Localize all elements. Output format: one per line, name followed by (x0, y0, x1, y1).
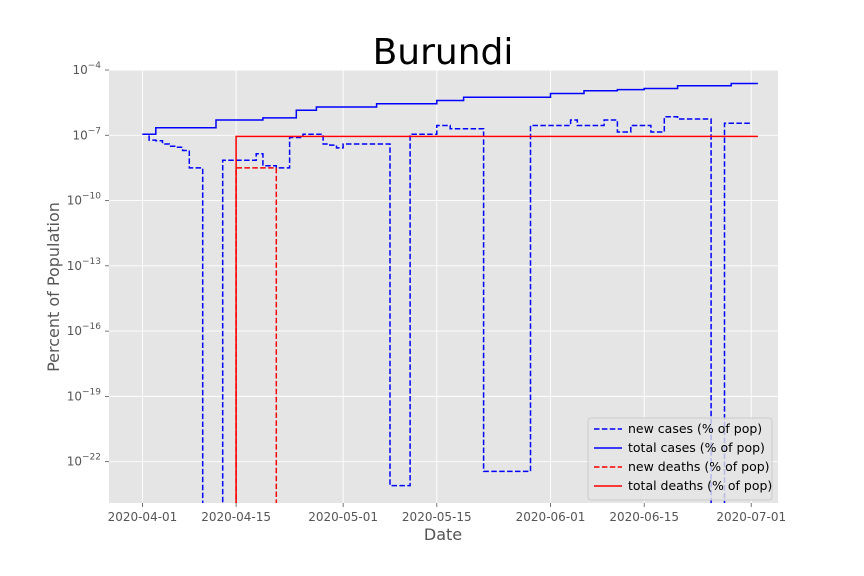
x-axis-label: Date (424, 525, 462, 544)
x-axis-ticks: 2020-04-01 2020-04-15 2020-05-01 2020-05-15… (108, 503, 786, 524)
x-tick-label: 2020-06-01 (516, 510, 586, 524)
y-axis-label: Percent of Population (44, 202, 63, 372)
y-tick-exponent: −4 (88, 61, 102, 71)
x-tick-label: 2020-05-15 (402, 510, 472, 524)
series-line-total-cases-of-pop (142, 82, 758, 135)
x-tick-label: 2020-06-15 (609, 510, 679, 524)
legend-box (587, 417, 773, 501)
legend-entry: new deaths (% of pop) (628, 459, 770, 474)
legend-entry: new cases (% of pop) (628, 421, 762, 436)
x-tick-label: 2020-07-01 (716, 510, 786, 524)
legend: new cases (% of pop) total cases (% of po… (587, 417, 773, 501)
y-tick-base: 10 (72, 128, 87, 142)
y-tick-exponent: −19 (82, 387, 101, 397)
y-tick-label: 10−13 (67, 257, 101, 273)
y-tick-base: 10 (67, 455, 82, 469)
x-tick-label: 2020-04-01 (108, 510, 178, 524)
chart-title: Burundi (373, 32, 514, 73)
y-tick-base: 10 (67, 324, 82, 338)
y-tick-label: 10−10 (67, 192, 102, 208)
y-tick-exponent: −10 (82, 192, 101, 202)
y-tick-exponent: −13 (82, 257, 101, 267)
x-tick-label: 2020-05-01 (308, 510, 378, 524)
y-tick-label: 10−7 (72, 126, 101, 142)
x-tick-label: 2020-04-15 (201, 510, 271, 524)
y-tick-exponent: −22 (82, 453, 101, 463)
y-tick-base: 10 (67, 389, 82, 403)
y-tick-base: 10 (72, 63, 87, 77)
y-tick-label: 10−19 (67, 387, 102, 403)
y-tick-exponent: −16 (82, 322, 101, 332)
series-line-new-cases-of-pop (142, 116, 752, 503)
y-tick-exponent: −7 (88, 126, 101, 136)
series-line-total-deaths-of-pop (235, 135, 758, 503)
y-tick-label: 10−22 (67, 453, 101, 469)
series-group (142, 82, 758, 503)
y-tick-label: 10−16 (67, 322, 102, 338)
y-tick-label: 10−4 (72, 61, 101, 77)
legend-entry: total deaths (% of pop) (628, 478, 772, 493)
y-tick-base: 10 (67, 194, 82, 208)
legend-entry: total cases (% of pop) (628, 440, 765, 455)
y-tick-base: 10 (67, 259, 82, 273)
